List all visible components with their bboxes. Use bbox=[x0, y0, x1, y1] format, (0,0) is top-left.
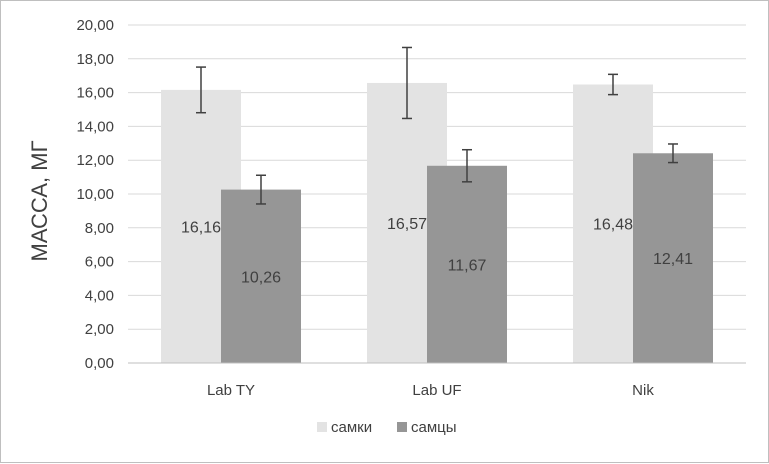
x-tick-label: Lab TY bbox=[207, 382, 255, 399]
y-tick-label: 4,00 bbox=[85, 287, 114, 304]
legend-label: самки bbox=[331, 419, 372, 436]
y-tick-label: 16,00 bbox=[76, 85, 114, 102]
y-tick-label: 8,00 bbox=[85, 220, 114, 237]
legend-label: самцы bbox=[411, 419, 457, 436]
bars bbox=[161, 46, 713, 363]
x-tick-label: Lab UF bbox=[412, 382, 461, 399]
y-tick-label: 10,00 bbox=[76, 186, 114, 203]
y-tick-label: 14,00 bbox=[76, 118, 114, 135]
y-tick-label: 2,00 bbox=[85, 321, 114, 338]
data-label: 16,48 bbox=[593, 217, 633, 234]
y-axis-title: МАССА, МГ bbox=[27, 140, 52, 261]
y-tick-label: 6,00 bbox=[85, 254, 114, 271]
axes: 0,00 2,00 4,00 6,00 8,00 10,00 12,00 14,00 16,00… bbox=[76, 17, 746, 399]
legend-swatch bbox=[317, 422, 327, 432]
bar-males bbox=[633, 153, 713, 363]
y-tick-label: 20,00 bbox=[76, 17, 114, 34]
legend-swatch bbox=[397, 422, 407, 432]
data-label: 10,26 bbox=[241, 269, 281, 286]
data-labels: 16,16 10,26 16,57 11,67 16,48 12,41 bbox=[181, 216, 693, 286]
y-tick-label: 18,00 bbox=[76, 51, 114, 68]
y-tick-label: 0,00 bbox=[85, 355, 114, 372]
y-tick-label: 12,00 bbox=[76, 152, 114, 169]
x-tick-label: Nik bbox=[632, 382, 654, 399]
data-label: 16,16 bbox=[181, 219, 221, 236]
data-label: 11,67 bbox=[448, 257, 487, 274]
bar-males bbox=[221, 189, 301, 363]
data-label: 12,41 bbox=[653, 251, 693, 268]
bar-males bbox=[427, 165, 507, 363]
data-label: 16,57 bbox=[387, 216, 427, 233]
legend: самки самцы bbox=[317, 419, 457, 436]
